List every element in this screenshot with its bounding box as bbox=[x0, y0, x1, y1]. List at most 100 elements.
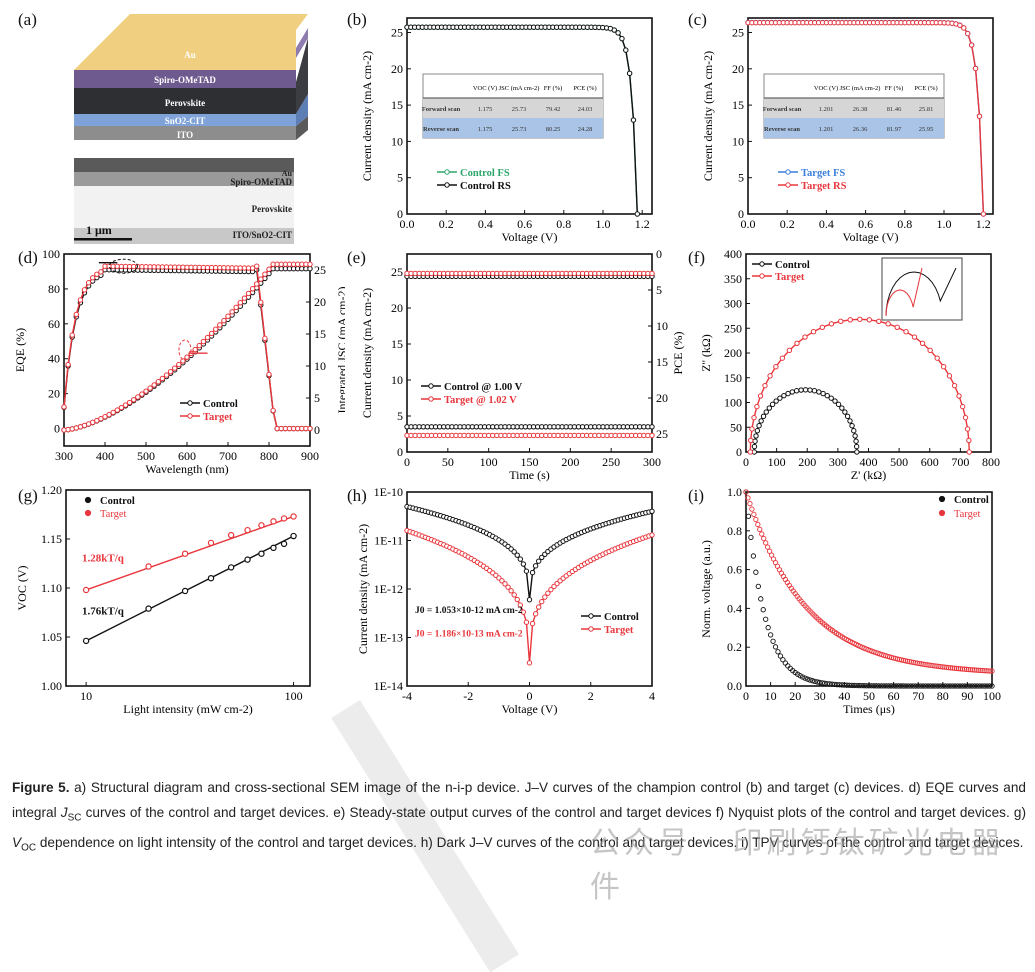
nyquist-series-0-point bbox=[752, 438, 758, 444]
y-axis-label: Current density (mA cm-2) bbox=[360, 288, 374, 418]
y-right-tick-label: 10 bbox=[314, 359, 326, 373]
tpv-point-0 bbox=[760, 607, 766, 613]
jsc-series-1-point bbox=[262, 271, 268, 277]
tpv-point-0 bbox=[989, 683, 995, 689]
voc-point-0 bbox=[227, 564, 235, 571]
x-tick-label: 600 bbox=[921, 455, 939, 469]
legend-marker bbox=[428, 383, 434, 389]
j0-annotation-control: J0 = 1.053×10-12 mA cm-2 bbox=[415, 606, 523, 616]
legend-marker bbox=[588, 613, 594, 619]
device-stack-diagram: Au Spiro-OMeTAD Perovskite SnO2-CIT ITO … bbox=[74, 14, 308, 244]
nyquist-series-1-point bbox=[946, 373, 953, 379]
tpv-point-1 bbox=[743, 489, 749, 495]
x-tick-label: 200 bbox=[798, 455, 816, 469]
jsc-series-1-point bbox=[192, 346, 198, 353]
nyquist-series-1-point bbox=[966, 449, 972, 455]
table-cell: 24.03 bbox=[578, 106, 593, 113]
dark-jv-series-1-point bbox=[502, 581, 508, 587]
legend-label: Target RS bbox=[801, 181, 847, 192]
tpv-point-0 bbox=[748, 534, 754, 541]
x-tick-label: 0.8 bbox=[556, 217, 571, 231]
table-row-bg-forward bbox=[764, 98, 944, 118]
tpv-point-0 bbox=[878, 683, 884, 689]
dark-jv-series-1-point bbox=[520, 609, 527, 615]
y-tick-label: 1.20 bbox=[41, 483, 62, 497]
jsc-series-1-point bbox=[196, 342, 203, 349]
tpv-point-0 bbox=[753, 569, 759, 575]
y-right-tick-label: 5 bbox=[314, 391, 320, 405]
dark-jv-series-1-point bbox=[535, 604, 542, 610]
jv-inset-table: VOC (V) JSC (mA cm-2) FF (%) PCE (%) Forward… bbox=[422, 73, 604, 139]
caption-jsc-j: J bbox=[60, 804, 68, 820]
tpv-point-0 bbox=[861, 683, 867, 689]
nyquist-series-1-point bbox=[951, 382, 958, 389]
dark-jv-series-1-point bbox=[511, 592, 517, 598]
y-tick-label: 250 bbox=[724, 321, 742, 335]
y-tick-label: 60 bbox=[48, 317, 60, 331]
legend-marker bbox=[84, 509, 92, 517]
y-tick-label: 25 bbox=[732, 26, 744, 40]
tpv-point-1 bbox=[753, 516, 759, 523]
dark-jv-series-1-point bbox=[523, 619, 530, 625]
tpv-point-0 bbox=[905, 683, 912, 689]
y-tick-label: 1.05 bbox=[41, 630, 62, 644]
table-header: JSC (mA cm-2) bbox=[840, 85, 881, 92]
nyquist-series-0-point bbox=[789, 389, 795, 395]
tpv-point-0 bbox=[767, 632, 774, 638]
nyquist-series-0-point bbox=[816, 389, 822, 395]
layer-label-sno2: SnO2-CIT bbox=[165, 116, 206, 126]
dark-jv-series-1-point bbox=[542, 594, 548, 600]
y-tick-label: 1.0 bbox=[727, 485, 742, 499]
tpv-point-0 bbox=[831, 681, 838, 688]
layer-au bbox=[74, 14, 308, 70]
tpv-point-1 bbox=[764, 544, 771, 550]
nyquist-series-0-point bbox=[756, 423, 762, 429]
nyquist-series-1-point bbox=[911, 334, 918, 340]
panel-label-b: (b) bbox=[347, 10, 367, 29]
jsc-series-1-point bbox=[98, 416, 104, 422]
dark-jv-series-1-point bbox=[539, 598, 545, 605]
x-tick-label: -4 bbox=[402, 689, 412, 703]
y-right-tick-label: 25 bbox=[656, 427, 668, 441]
table-header: FF (%) bbox=[885, 85, 904, 92]
tpv-point-0 bbox=[871, 683, 877, 689]
jv-series-1-point bbox=[961, 25, 967, 31]
x-tick-label: 1.2 bbox=[635, 217, 650, 231]
tpv-point-0 bbox=[895, 683, 902, 689]
nyquist-series-1-point bbox=[786, 347, 793, 354]
nyquist-series-1-point bbox=[767, 373, 773, 379]
tpv-point-0 bbox=[856, 682, 862, 689]
x-tick-label: 40 bbox=[838, 689, 850, 703]
nyquist-series-0-point bbox=[854, 449, 860, 455]
nyquist-series-1-point bbox=[762, 382, 768, 389]
tpv-point-0 bbox=[974, 683, 980, 689]
nyquist-series-1-point bbox=[810, 329, 817, 335]
jsc-series-1-point bbox=[237, 300, 244, 306]
legend-label: Target bbox=[775, 272, 805, 283]
y-tick-label: 0.4 bbox=[727, 601, 742, 615]
pce-series-0-point bbox=[649, 424, 655, 430]
table-cell: 80.25 bbox=[546, 126, 561, 133]
tpv-point-0 bbox=[849, 682, 855, 689]
tpv-point-1 bbox=[973, 667, 979, 673]
tpv-point-0 bbox=[925, 683, 931, 689]
inset-control-line bbox=[885, 267, 957, 317]
sem-perovskite-band bbox=[74, 186, 294, 228]
table-header: PCE (%) bbox=[573, 85, 596, 92]
x-tick-label: 90 bbox=[961, 689, 973, 703]
dark-jv-series-1-point bbox=[526, 660, 533, 666]
jsc-series-1-point bbox=[159, 375, 166, 382]
dark-jv-series-0-point bbox=[523, 568, 530, 574]
caption-jsc-sub: SC bbox=[67, 812, 82, 824]
jv-series-1-point bbox=[976, 113, 983, 119]
sem-label-perovskite: Perovskite bbox=[252, 204, 292, 214]
tpv-point-0 bbox=[854, 682, 860, 689]
nyquist-series-0-point bbox=[849, 423, 855, 429]
eqe-series-1 bbox=[63, 265, 310, 430]
y-axis-label: Current density (mA cm-2) bbox=[356, 524, 370, 654]
x-tick-label: 0 bbox=[527, 689, 533, 703]
y-axis-label: Current density (mA cm-2) bbox=[701, 51, 715, 181]
x-tick-label: -2 bbox=[463, 689, 473, 703]
voc-point-1 bbox=[82, 586, 90, 594]
x-tick-label: 500 bbox=[890, 455, 908, 469]
